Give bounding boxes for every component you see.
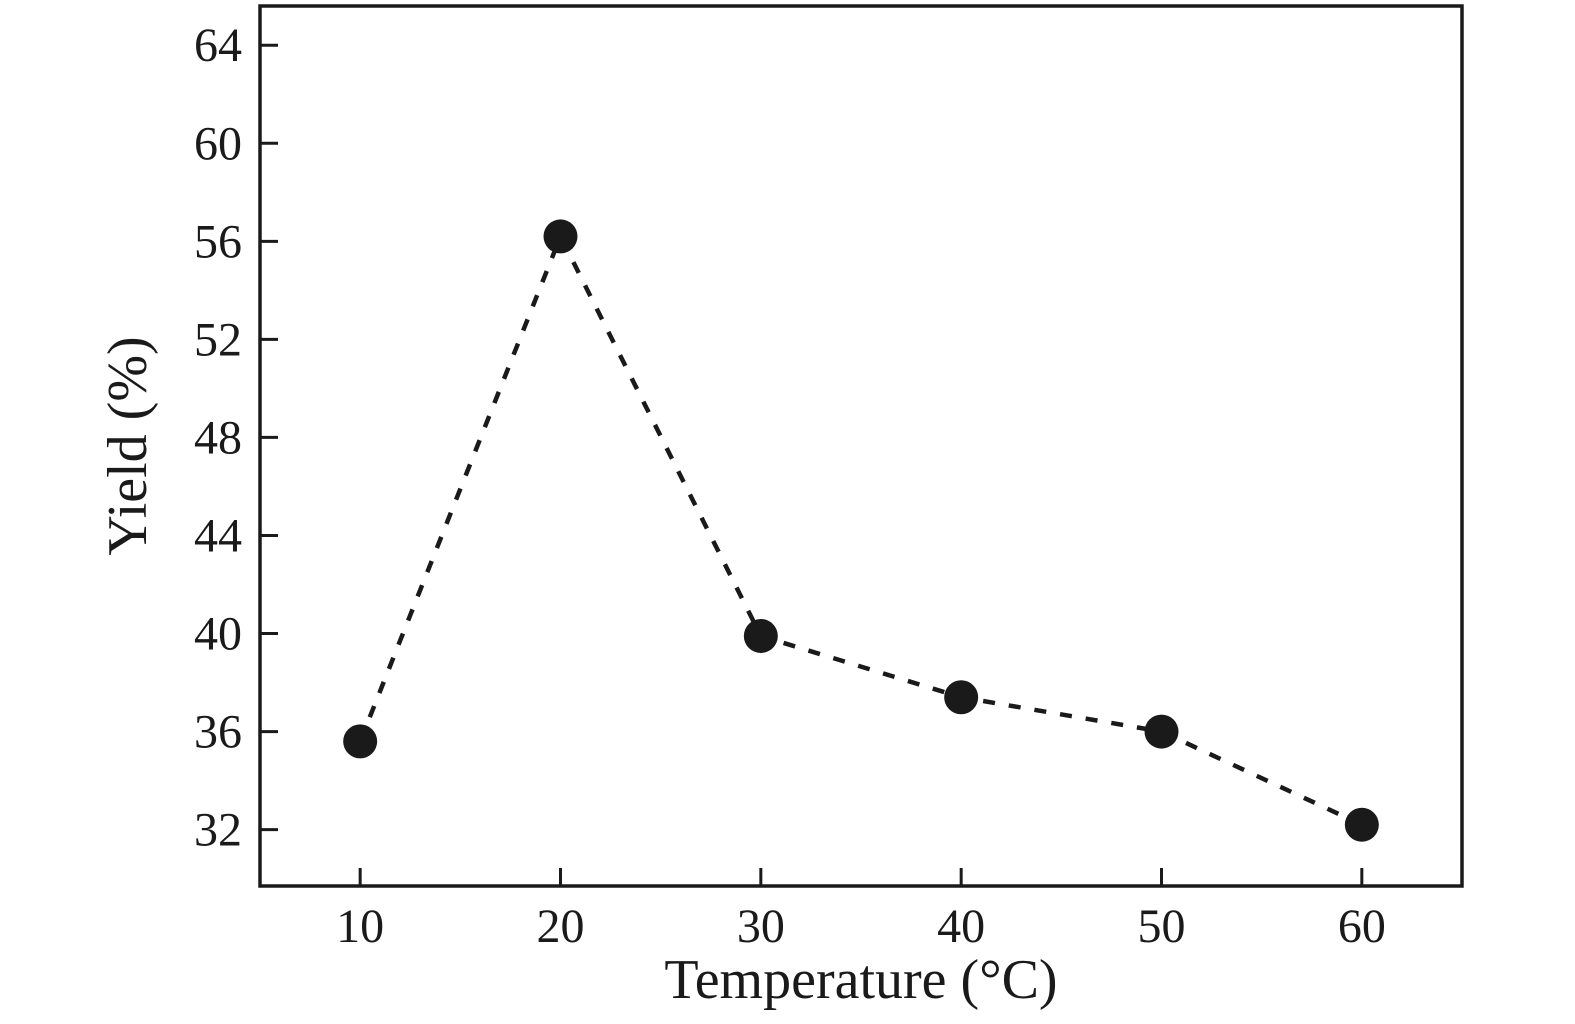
y-tick-label: 48	[194, 411, 242, 464]
data-point	[743, 618, 778, 653]
data-markers	[343, 219, 1379, 842]
data-point	[343, 724, 378, 759]
y-tick-label: 60	[194, 117, 242, 170]
series-path	[358, 230, 1363, 827]
y-tick-label: 44	[194, 509, 242, 562]
x-tick-label: 50	[1138, 900, 1186, 953]
plot-frame	[258, 4, 1464, 888]
x-tick-label: 40	[937, 900, 985, 953]
y-axis-title: Yield (%)	[97, 336, 159, 555]
axis-tick-labels: 10 20 30 40 50 60 32 36 40 44 48 52 56 60 64	[194, 19, 1386, 953]
x-tick-label: 10	[336, 900, 384, 953]
data-point	[1344, 807, 1379, 842]
y-tick-label: 32	[194, 804, 242, 857]
y-tick-label: 40	[194, 608, 242, 661]
axis-ticks	[260, 43, 1364, 886]
y-tick-label: 56	[194, 215, 242, 268]
x-tick-label: 60	[1338, 900, 1386, 953]
y-tick-label: 36	[194, 706, 242, 759]
x-tick-label: 30	[737, 900, 785, 953]
data-line	[358, 230, 1363, 827]
y-tick-label: 64	[194, 19, 242, 72]
y-tick-label: 52	[194, 313, 242, 366]
x-axis-title: Temperature (°C)	[664, 949, 1057, 1011]
data-point	[1144, 714, 1179, 749]
x-tick-label: 20	[537, 900, 585, 953]
data-point	[543, 219, 578, 254]
data-point	[944, 680, 979, 715]
